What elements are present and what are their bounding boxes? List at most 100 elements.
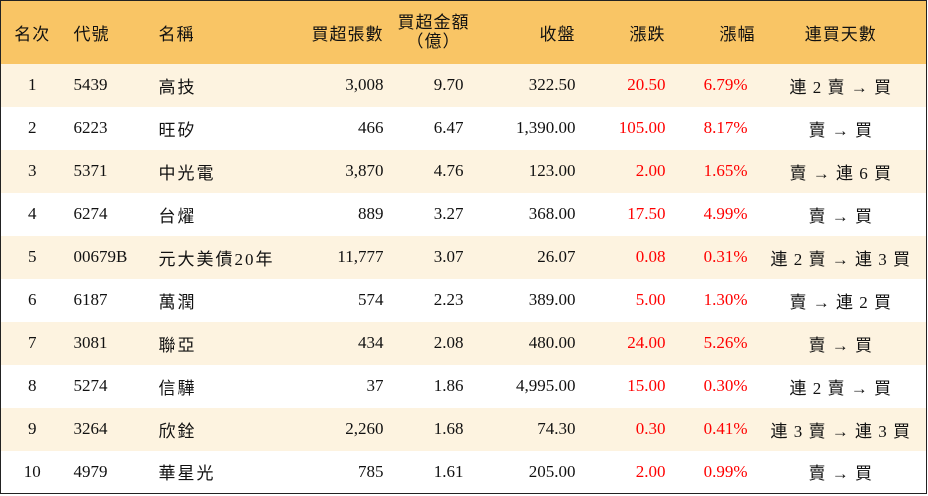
header-rank: 名次 [14, 24, 51, 44]
cell-change: 20.50 [627, 75, 666, 94]
cell-name: 高技 [158, 77, 197, 97]
cell-close: 74.30 [537, 419, 576, 438]
cell-pct: 0.31% [703, 247, 748, 266]
cell-close: 322.50 [528, 75, 576, 94]
cell-streak: 賣 → 連 6 買 [789, 163, 892, 183]
cell-amount: 1.68 [433, 419, 464, 438]
cell-change: 17.50 [627, 204, 666, 223]
cell-streak: 連 3 賣 → 連 3 買 [770, 421, 911, 441]
header-streak: 連買天數 [804, 24, 877, 44]
cell-amount: 3.07 [433, 247, 464, 266]
cell-lots: 785 [358, 461, 384, 481]
cell-amount: 2.08 [433, 333, 464, 352]
cell-code: 5371 [73, 161, 108, 180]
cell-close: 123.00 [528, 161, 576, 180]
cell-lots: 11,777 [337, 247, 384, 266]
cell-code: 5439 [73, 75, 108, 94]
cell-close: 480.00 [528, 333, 576, 352]
cell-code: 6187 [73, 290, 108, 309]
cell-code: 6274 [73, 204, 108, 223]
cell-code: 5274 [73, 376, 108, 395]
cell-rank: 2 [28, 118, 37, 137]
cell-streak: 賣 → 買 [808, 464, 873, 484]
header-amount: 買超金額 （億） [397, 13, 470, 52]
cell-change: 0.30 [635, 419, 666, 438]
cell-pct: 6.79% [703, 75, 748, 94]
cell-pct: 0.41% [703, 419, 748, 438]
cell-lots: 889 [358, 204, 384, 223]
cell-rank: 5 [28, 247, 37, 266]
cell-name: 信驊 [158, 378, 197, 398]
cell-streak: 賣 → 買 [808, 335, 873, 355]
cell-code: 6223 [73, 118, 108, 137]
cell-rank: 10 [23, 461, 41, 481]
cell-close: 368.00 [528, 204, 576, 223]
table-row: 8 5274 信驊 37 1.86 4,995.00 15.00 0.30% 連 2 賣 → 買 [0, 364, 927, 408]
cell-close: 389.00 [528, 290, 576, 309]
table-row: 6 6187 萬潤 574 2.23 389.00 5.00 1.30% 賣 → 連 2 買 [0, 278, 927, 322]
cell-lots: 434 [358, 333, 384, 352]
cell-lots: 466 [358, 118, 384, 137]
cell-rank: 6 [28, 290, 37, 309]
cell-amount: 2.23 [433, 290, 464, 309]
table-row: 4 6274 台燿 889 3.27 368.00 17.50 4.99% 賣 → 買 [0, 192, 927, 236]
cell-amount: 1.61 [433, 461, 464, 481]
table-row: 5 00679B 元大美債20年 11,777 3.07 26.07 0.08 0.31% 連 … [0, 235, 927, 279]
cell-name: 聯亞 [158, 335, 197, 355]
cell-pct: 0.99% [703, 461, 748, 481]
cell-close: 26.07 [537, 247, 576, 266]
cell-amount: 1.86 [433, 376, 464, 395]
cell-lots: 37 [366, 376, 384, 395]
cell-amount: 6.47 [433, 118, 464, 137]
table-row: 7 3081 聯亞 434 2.08 480.00 24.00 5.26% 賣 → 買 [0, 321, 927, 365]
cell-change: 105.00 [618, 118, 666, 137]
cell-change: 24.00 [627, 333, 666, 352]
cell-rank: 8 [28, 376, 37, 395]
table-body: 1 5439 高技 3,008 9.70 322.50 20.50 6.79% 連 2 賣 → … [0, 63, 927, 494]
header-close: 收盤 [539, 24, 576, 44]
cell-code: 3264 [73, 419, 108, 438]
cell-name: 華星光 [158, 464, 216, 484]
table-row: 2 6223 旺矽 466 6.47 1,390.00 105.00 8.17% 賣 → 買 [0, 106, 927, 150]
header-lots: 買超張數 [311, 24, 384, 44]
cell-name: 旺矽 [158, 120, 197, 140]
cell-close: 205.00 [528, 461, 576, 481]
cell-name: 台燿 [158, 206, 197, 226]
cell-amount: 3.27 [433, 204, 464, 223]
cell-change: 2.00 [635, 161, 666, 180]
cell-code: 00679B [73, 247, 128, 266]
table-row: 10 4979 華星光 785 1.61 205.00 2.00 0.99% 賣 → 買 [0, 450, 927, 494]
cell-pct: 1.65% [703, 161, 748, 180]
cell-rank: 9 [28, 419, 37, 438]
cell-change: 0.08 [635, 247, 666, 266]
cell-pct: 0.30% [703, 376, 748, 395]
cell-name: 萬潤 [158, 292, 197, 312]
header-pct: 漲幅 [719, 24, 756, 44]
cell-change: 5.00 [635, 290, 666, 309]
cell-amount: 4.76 [433, 161, 464, 180]
cell-rank: 3 [28, 161, 37, 180]
cell-lots: 574 [358, 290, 384, 309]
cell-streak: 賣 → 連 2 買 [789, 292, 892, 312]
cell-pct: 5.26% [703, 333, 748, 352]
cell-change: 2.00 [635, 461, 666, 481]
table-row: 1 5439 高技 3,008 9.70 322.50 20.50 6.79% 連 2 賣 → … [0, 63, 927, 107]
cell-name: 元大美債20年 [158, 249, 275, 269]
cell-name: 中光電 [158, 163, 216, 183]
cell-rank: 7 [28, 333, 37, 352]
cell-lots: 3,008 [345, 75, 384, 94]
cell-name: 欣銓 [158, 421, 197, 441]
header-row: 名次 代號 名稱 買超張數 買超金額 （億） 收盤 漲跌 漲幅 連買天數 [0, 0, 927, 64]
table-row: 9 3264 欣銓 2,260 1.68 74.30 0.30 0.41% 連 3 賣 → 連 … [0, 407, 927, 451]
cell-amount: 9.70 [433, 75, 464, 94]
cell-streak: 賣 → 買 [808, 206, 873, 226]
cell-streak: 賣 → 買 [808, 120, 873, 140]
cell-pct: 1.30% [703, 290, 748, 309]
cell-code: 3081 [73, 333, 108, 352]
cell-pct: 4.99% [703, 204, 748, 223]
cell-streak: 連 2 賣 → 連 3 買 [770, 249, 911, 269]
cell-code: 4979 [73, 461, 108, 481]
header-name: 名稱 [158, 24, 195, 44]
cell-rank: 1 [28, 75, 37, 94]
